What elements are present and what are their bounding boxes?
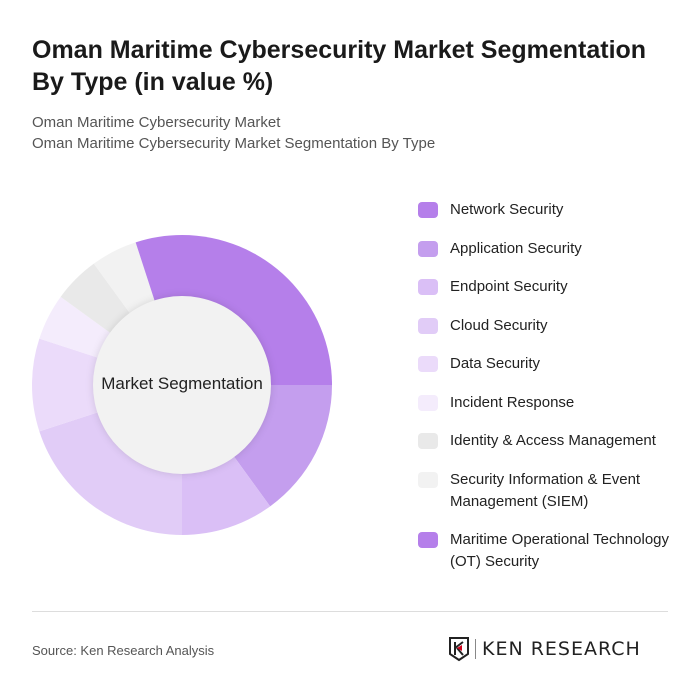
legend-swatch [418, 317, 438, 334]
legend-swatch [418, 471, 438, 488]
legend-swatch [418, 202, 438, 218]
legend-item: Cloud Security [418, 315, 688, 337]
legend-label: Security Information & Event Management … [450, 470, 641, 510]
legend: Network Security Application Security Endp… [418, 199, 688, 590]
legend-label: Endpoint Security [450, 278, 568, 295]
legend-swatch [418, 356, 438, 372]
logo-icon [449, 637, 469, 662]
legend-item: Maritime Operational Technology (OT) Sec… [418, 529, 688, 573]
logo-separator [475, 639, 476, 659]
legend-item: Data Security [418, 353, 688, 375]
legend-label: Cloud Security [450, 316, 548, 334]
divider [32, 611, 668, 612]
chart-title: Oman Maritime Cybersecurity Market Segme… [32, 36, 647, 96]
legend-label: Maritime Operational Technology (OT) Sec… [450, 531, 670, 570]
legend-item: Security Information & Event Management … [418, 469, 688, 513]
legend-label: Network Security [450, 201, 564, 218]
legend-item: Network Security [418, 199, 688, 221]
legend-item: Endpoint Security [418, 276, 688, 298]
legend-swatch [418, 240, 438, 257]
center-label: Market Segmentation [101, 374, 263, 393]
subtitle-market: Oman Maritime Cybersecurity Market [32, 114, 281, 131]
donut-chart [32, 235, 332, 535]
donut-hole [93, 296, 271, 474]
logo-text: KEN RESEARCH [482, 638, 641, 660]
legend-item: Identity & Access Management [418, 430, 688, 452]
legend-label: Identity & Access Management [450, 432, 656, 449]
legend-swatch [418, 433, 438, 449]
legend-label: Incident Response [450, 393, 575, 411]
legend-item: Application Security [418, 238, 688, 260]
legend-label: Application Security [450, 239, 582, 257]
legend-swatch [418, 532, 438, 548]
source-text: Source: Ken Research Analysis [32, 643, 215, 658]
ken-research-logo: KEN RESEARCH [448, 636, 641, 662]
subtitle-segmentation: Oman Maritime Cybersecurity Market Segme… [32, 135, 436, 152]
legend-label: Data Security [450, 355, 541, 372]
legend-item: Incident Response [418, 392, 688, 414]
legend-swatch [418, 394, 438, 411]
legend-swatch [418, 279, 438, 295]
